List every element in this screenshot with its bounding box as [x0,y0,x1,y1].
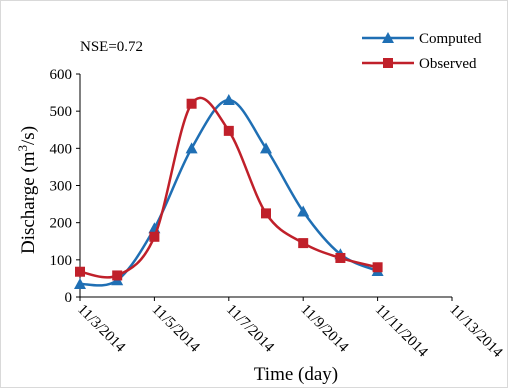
x-tick-label: 11/3/2014 [74,302,128,356]
x-ticks: 11/3/2014 11/5/2014 11/7/2014 11/9/2014 11/1… [74,297,506,361]
data-point-observed [335,252,346,263]
legend-item-observed: Observed [362,56,477,72]
data-point-computed [260,142,272,154]
data-point-observed [186,98,197,109]
y-tick-label: 200 [50,216,73,232]
legend-label-observed: Observed [419,56,477,72]
y-tick-label: 600 [50,67,73,83]
y-axis-title: Discharge (m3/s) [15,126,39,254]
y-tick-label: 100 [50,253,73,269]
nse-annotation: NSE=0.72 [80,39,143,55]
data-point-computed [185,142,198,154]
y-tick-label: 500 [50,104,73,120]
legend-item-computed: Computed [362,31,482,47]
legend-label-computed: Computed [419,31,482,47]
data-point-observed [75,266,85,277]
data-point-observed [112,270,123,281]
legend-marker-computed [382,32,394,43]
x-tick-label: 11/9/2014 [297,302,351,356]
data-point-computed [297,205,310,217]
data-point-observed [261,208,271,219]
y-ticks: 0 100 200 300 400 500 600 [50,67,80,306]
x-tick-label: 11/13/2014 [446,302,506,362]
data-point-observed [372,262,383,273]
x-axis-title: Time (day) [254,364,338,385]
y-tick-label: 0 [65,290,73,306]
data-point-observed [298,238,309,249]
legend-marker-observed [383,58,393,68]
data-point-computed [222,94,235,106]
x-tick-label: 11/11/2014 [372,302,431,361]
data-point-observed [223,125,234,136]
data-point-computed [74,277,86,289]
x-tick-label: 11/5/2014 [149,302,203,356]
y-tick-label: 300 [50,179,73,195]
series-observed [75,96,383,281]
series-layer [74,94,384,289]
series-line-observed [79,96,378,279]
legend: Computed Observed [362,31,482,72]
data-point-observed [149,231,160,242]
y-tick-label: 400 [50,141,73,157]
x-tick-label: 11/7/2014 [223,302,277,356]
